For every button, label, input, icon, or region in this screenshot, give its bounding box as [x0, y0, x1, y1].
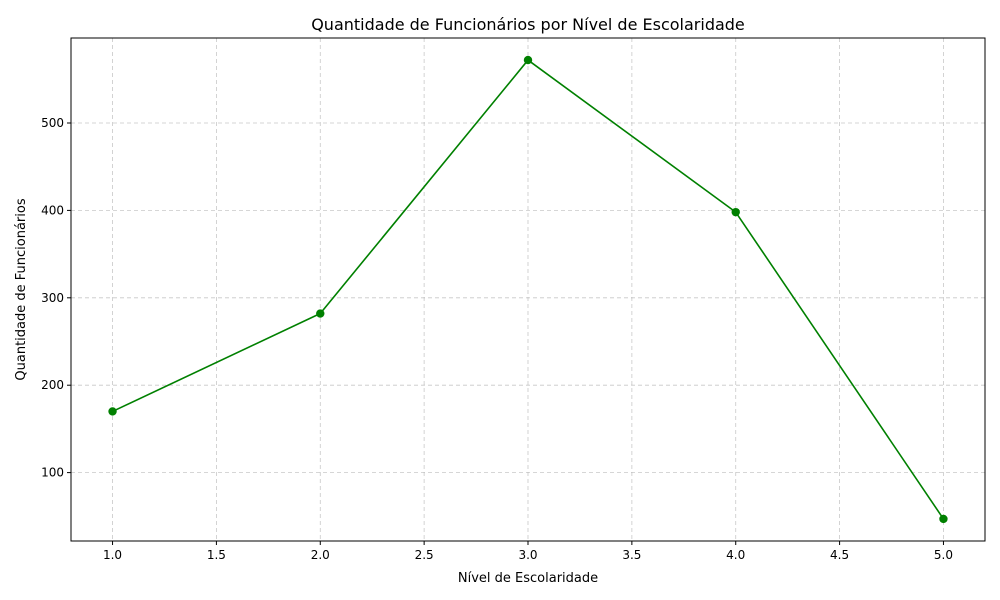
x-tick-label: 3.0 — [518, 548, 537, 562]
chart-title: Quantidade de Funcionários por Nível de … — [311, 15, 745, 34]
data-point — [731, 207, 740, 217]
x-axis-label: Nível de Escolaridade — [458, 571, 598, 586]
y-tick-label: 400 — [41, 203, 64, 217]
data-point — [523, 55, 533, 65]
y-tick-label: 500 — [41, 116, 64, 130]
x-tick-label: 1.5 — [207, 548, 226, 562]
x-tick-label: 4.5 — [830, 548, 849, 562]
x-tick-label: 5.0 — [934, 548, 953, 562]
x-tick-label: 3.5 — [622, 548, 641, 562]
grid-lines — [71, 38, 985, 541]
y-axis-label: Quantidade de Funcionários — [14, 198, 29, 380]
y-tick-label: 200 — [41, 378, 64, 392]
axis-ticks: 1.0 1.5 2.0 2.5 3.0 3.5 4.0 4.5 5.0 100 200 300 400 5… — [41, 116, 953, 562]
y-tick-label: 300 — [41, 291, 64, 305]
y-tick-label: 100 — [41, 466, 64, 480]
x-tick-label: 2.5 — [415, 548, 434, 562]
x-tick-label: 2.0 — [311, 548, 330, 562]
data-point — [939, 514, 948, 524]
data-point — [108, 407, 117, 416]
x-tick-label: 4.0 — [726, 548, 745, 562]
series-layer — [108, 55, 948, 524]
data-point — [316, 309, 325, 318]
x-tick-label: 1.0 — [103, 548, 122, 562]
